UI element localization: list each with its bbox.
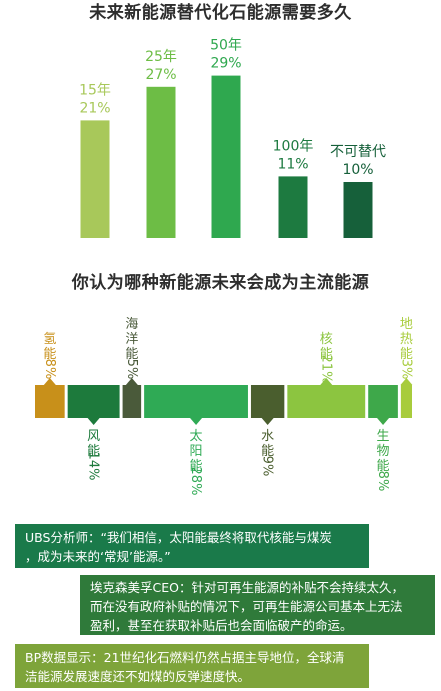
marker-4	[261, 418, 274, 425]
segment-5	[287, 385, 366, 418]
quote-exxon-line-2: 而在没有政府补贴的情况下，可再生能源公司基本上无法	[90, 599, 403, 614]
segment-4	[250, 385, 285, 418]
marker-2	[125, 378, 138, 385]
marker-0	[43, 378, 56, 385]
category-name-1: 风能	[87, 429, 100, 459]
quote-bp-line-1: BP数据显示：21世纪化石燃料仍然占据主导地位，全球清	[25, 650, 345, 665]
category-name-6: 生物能	[377, 429, 390, 474]
segment-7	[400, 385, 412, 418]
share-label-1: 14%	[86, 452, 101, 481]
segment-3	[144, 385, 248, 418]
share-label-2: 5%	[124, 359, 139, 380]
marker-3	[190, 418, 203, 425]
quote-bp: BP数据显示：21世纪化石燃料仍然占据主导地位，全球清 洁能源发展速度还不如煤的…	[15, 644, 369, 688]
category-label-3: 100年	[273, 138, 314, 154]
marker-1	[87, 418, 100, 425]
quote-exxon: 埃克森美孚CEO：针对可再生能源的补贴不会持续太久， 而在没有政府补贴的情况下，…	[80, 575, 435, 635]
bar-1	[146, 86, 176, 238]
segment-6	[368, 385, 398, 418]
segment-2	[122, 385, 142, 418]
category-name-2: 海洋能	[125, 317, 138, 362]
category-name-4: 水能	[261, 429, 274, 459]
marker-7	[400, 378, 413, 385]
category-label-0: 15年	[79, 82, 111, 98]
value-label-4: 10%	[342, 162, 373, 178]
bar-0	[80, 120, 110, 238]
quote-ubs-line-2: ，成为未来的‘常规’能源。”	[25, 549, 171, 564]
share-label-3: 28%	[188, 467, 203, 496]
category-name-3: 太阳能	[190, 429, 203, 474]
time-bar-chart: 15年 21% 25年 27% 50年 29% 100年 11% 不可替代 10%	[79, 38, 386, 238]
category-label-1: 25年	[145, 49, 177, 65]
label-4: 水能9%	[260, 429, 275, 476]
value-label-3: 11%	[277, 156, 308, 172]
category-name-7: 地热能	[400, 317, 413, 362]
marker-6	[377, 418, 390, 425]
chart2-title: 你认为哪种新能源未来会成为主流能源	[71, 273, 370, 293]
share-label-0: 8%	[42, 359, 57, 380]
category-name-5: 核能	[320, 332, 333, 362]
bar-2	[211, 75, 241, 238]
quote-exxon-line-1: 埃克森美孚CEO：针对可再生能源的补贴不会持续太久，	[90, 580, 404, 595]
share-label-5: 21%	[318, 355, 333, 384]
category-label-2: 50年	[210, 38, 242, 54]
label-0: 氢能8%	[42, 332, 57, 379]
bar-4	[343, 182, 373, 238]
bar-3	[278, 176, 308, 238]
share-label-6: 8%	[375, 471, 390, 492]
quote-ubs-line-1: UBS分析师：“我们相信，太阳能最终将取代核能与煤炭	[25, 530, 332, 545]
value-label-2: 29%	[210, 56, 241, 72]
segment-0	[35, 385, 65, 418]
category-label-4: 不可替代	[330, 144, 386, 160]
chart1-title: 未来新能源替代化石能源需要多久	[89, 3, 352, 23]
value-label-0: 21%	[79, 100, 110, 116]
segment-1	[67, 385, 120, 418]
quote-ubs: UBS分析师：“我们相信，太阳能最终将取代核能与煤炭 ，成为未来的‘常规’能源。…	[15, 524, 369, 568]
quote-bp-line-2: 洁能源发展速度还不如煤的反弹速度快。	[25, 669, 251, 684]
share-label-7: 3%	[398, 359, 413, 380]
quote-exxon-line-3: 盈利，甚至在获取补贴后也会面临破产的命运。	[90, 618, 353, 633]
marker-5	[320, 378, 333, 385]
category-name-0: 氢能	[43, 332, 56, 362]
value-label-1: 27%	[145, 67, 176, 83]
share-label-4: 9%	[260, 456, 275, 477]
